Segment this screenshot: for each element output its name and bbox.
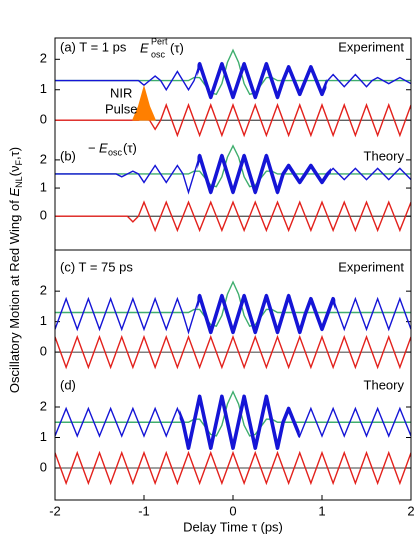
series-line-highlight [179, 394, 300, 450]
series-line-highlight [197, 62, 327, 100]
y-tick-label: 2 [40, 283, 47, 298]
panel-label: (a) T = 1 ps [60, 39, 127, 54]
series-label: Pert [151, 36, 168, 46]
y-tick-label: 1 [40, 81, 47, 96]
series-label: − [88, 140, 96, 155]
y-label-part: (ν [7, 166, 22, 177]
series-label: (τ) [170, 40, 184, 55]
y-tick-label: 1 [40, 179, 47, 194]
series-label: E [99, 140, 108, 155]
series-label: osc [151, 49, 166, 59]
panel-label: (d) [60, 377, 76, 392]
pulse-label: Pulse [105, 101, 138, 116]
y-tick-label: 0 [40, 208, 47, 223]
x-tick-label: 2 [407, 503, 414, 518]
y-label-part: Oscillatory Motion at Red Wing of [7, 197, 22, 394]
x-tick-label: -2 [49, 503, 61, 518]
y-tick-label: 2 [40, 51, 47, 66]
y-tick-label: 1 [40, 429, 47, 444]
y-tick-label: 0 [40, 459, 47, 474]
series-label: osc [108, 147, 123, 157]
method-label: Theory [364, 377, 405, 392]
series-label: (τ) [123, 140, 137, 155]
y-tick-label: 1 [40, 313, 47, 328]
y-tick-label: 2 [40, 151, 47, 166]
series-line [55, 390, 411, 437]
pulse-label: NIR [110, 85, 132, 100]
pulse [132, 84, 156, 121]
x-tick-label: 0 [229, 503, 236, 518]
series-line [55, 280, 411, 328]
x-tick-label: -1 [138, 503, 150, 518]
series-line [55, 200, 411, 233]
method-label: Experiment [338, 39, 404, 54]
method-label: Experiment [338, 259, 404, 274]
y-label-part: ,τ) [7, 147, 22, 160]
y-label-part: F [14, 160, 24, 166]
series-line [55, 334, 411, 370]
series-label: E [140, 40, 149, 55]
series-line-highlight [197, 153, 331, 195]
x-axis-label: Delay Time τ (ps) [183, 519, 283, 534]
y-tick-label: 0 [40, 344, 47, 359]
series-line [55, 450, 411, 486]
y-label-part: NL [14, 176, 24, 188]
panel-label: (b) [60, 148, 76, 163]
series-line [55, 48, 411, 96]
series-line [55, 102, 411, 138]
y-axis-label: Oscillatory Motion at Red Wing of ENL(νF… [7, 147, 24, 393]
y-label-part: E [7, 188, 22, 197]
x-tick-label: 1 [318, 503, 325, 518]
method-label: Theory [364, 148, 405, 163]
panel-label: (c) T = 75 ps [60, 259, 133, 274]
y-tick-label: 0 [40, 112, 47, 127]
y-tick-label: 2 [40, 398, 47, 413]
series-line-highlight [197, 293, 336, 335]
frame [54, 37, 412, 501]
